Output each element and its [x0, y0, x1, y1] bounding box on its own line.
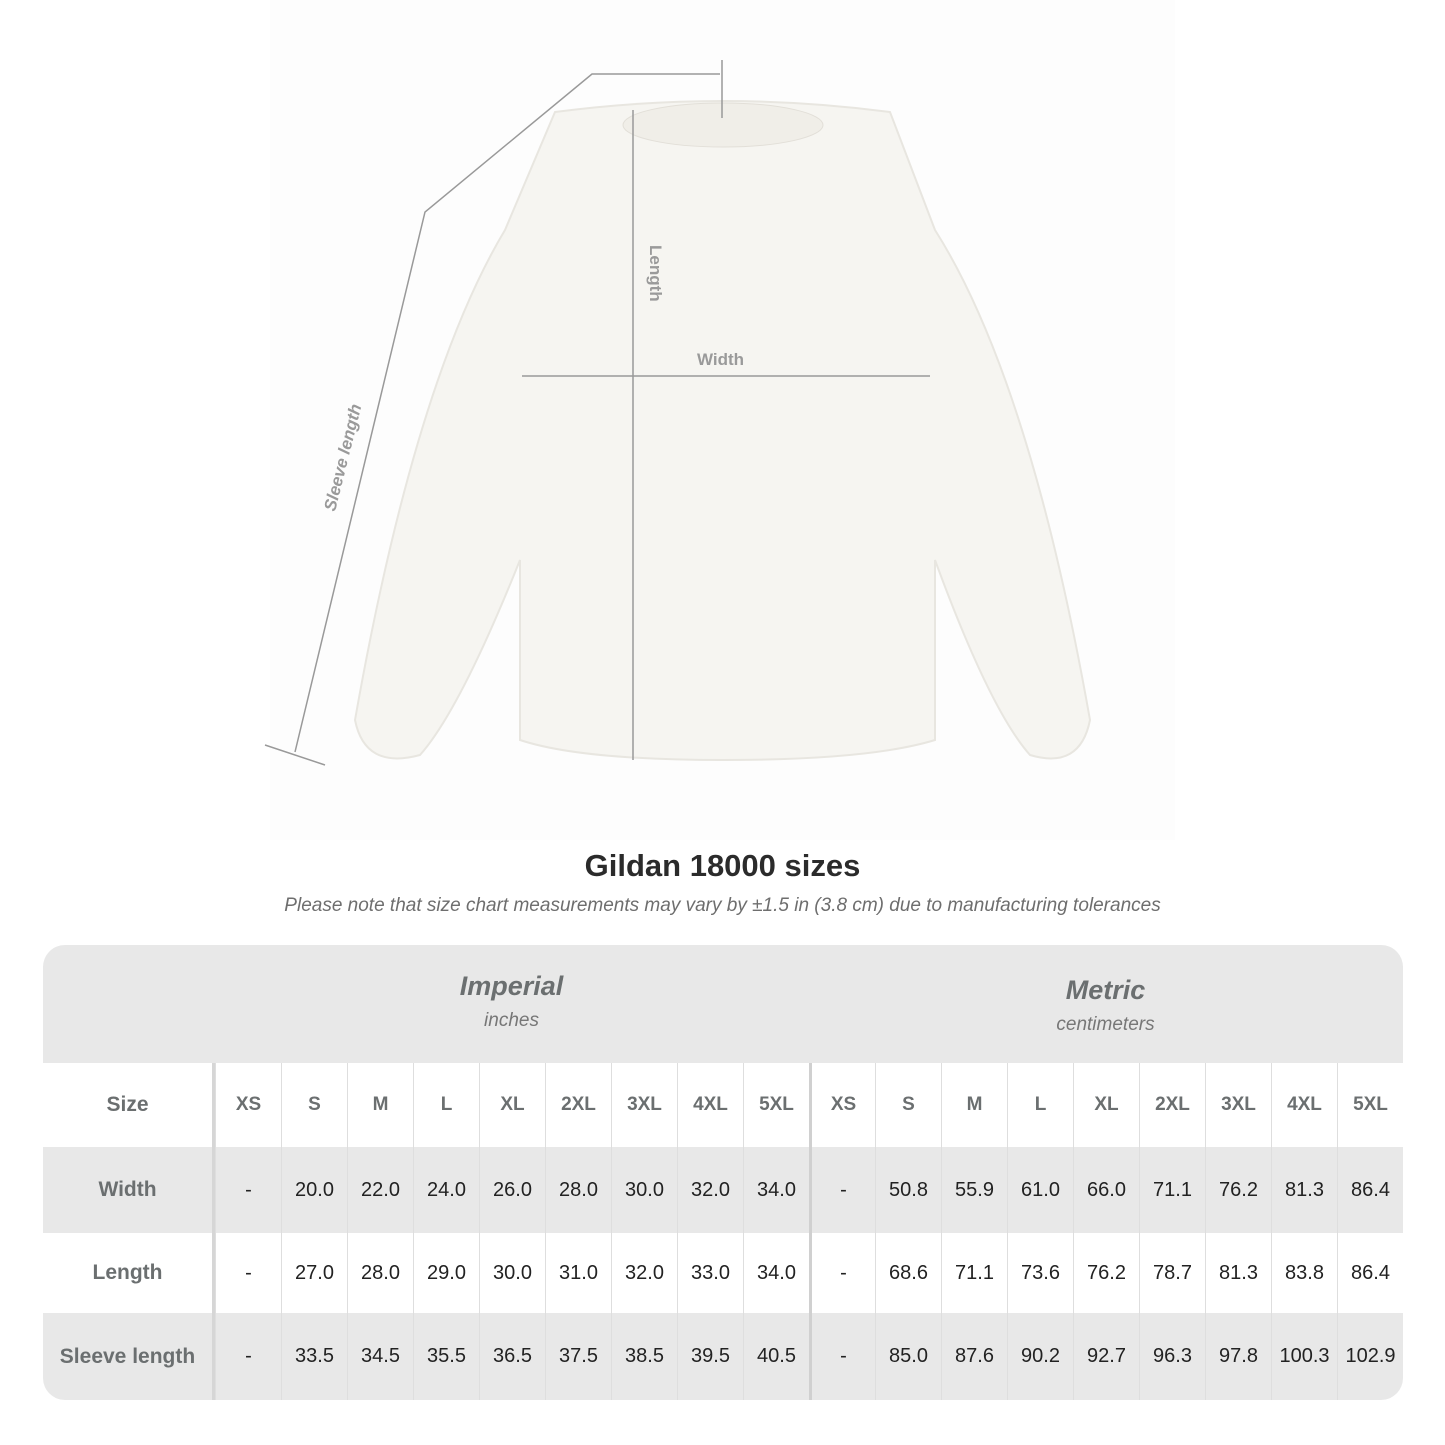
value-cell: 68.6 [875, 1233, 941, 1313]
row-label: Sleeve length [43, 1313, 215, 1400]
value-cell: - [809, 1313, 875, 1400]
value-cell: 61.0 [1007, 1147, 1073, 1233]
value-cell: 90.2 [1007, 1313, 1073, 1400]
value-cell: 87.6 [941, 1313, 1007, 1400]
table-row-width: Width -20.0 22.0 24.0 26.0 28.0 30.0 32.0 34.0-5… [43, 1147, 1403, 1233]
sweatshirt-illustration: Length Width Sleeve length [264, 60, 1092, 766]
value-cell: 31.0 [545, 1233, 611, 1313]
value-cell: 40.5 [743, 1313, 809, 1400]
size-header-cell: 2XL [1139, 1063, 1205, 1147]
value-cell: 81.3 [1271, 1147, 1337, 1233]
value-cell: 81.3 [1205, 1233, 1271, 1313]
value-cell: 22.0 [347, 1147, 413, 1233]
value-cell: 92.7 [1073, 1313, 1139, 1400]
sweatshirt-body [353, 100, 1092, 762]
value-cell: 97.8 [1205, 1313, 1271, 1400]
value-cell: 34.5 [347, 1313, 413, 1400]
value-cell: 34.0 [743, 1233, 809, 1313]
size-header-row: Size XS S M L XL 2XL 3XL 4XL 5XL XS S M L XL 2XL 3XL 4XL 5… [43, 1063, 1403, 1147]
row-label: Length [43, 1233, 215, 1313]
size-header-cell: 4XL [677, 1063, 743, 1147]
row-label: Size [43, 1063, 215, 1147]
value-cell: - [809, 1233, 875, 1313]
value-cell: 36.5 [479, 1313, 545, 1400]
value-cell: 38.5 [611, 1313, 677, 1400]
value-cell: 55.9 [941, 1147, 1007, 1233]
value-cell: 30.0 [479, 1233, 545, 1313]
size-header-cell: 2XL [545, 1063, 611, 1147]
value-cell: - [215, 1233, 281, 1313]
value-cell: 28.0 [545, 1147, 611, 1233]
value-cell: 85.0 [875, 1313, 941, 1400]
size-header-cell: 4XL [1271, 1063, 1337, 1147]
value-cell: 100.3 [1271, 1313, 1337, 1400]
table-row-length: Length -27.0 28.0 29.0 30.0 31.0 32.0 33.0 34.0-… [43, 1233, 1403, 1313]
value-cell: - [215, 1313, 281, 1400]
size-header-cell: L [1007, 1063, 1073, 1147]
page-title: Gildan 18000 sizes [584, 848, 861, 883]
width-label: Width [697, 350, 744, 369]
size-header-cell: S [281, 1063, 347, 1147]
metric-header: Metric centimeters [1056, 975, 1155, 1035]
size-header-cell: XS [809, 1063, 875, 1147]
size-header-cell: 3XL [1205, 1063, 1271, 1147]
sleeve-line [294, 73, 720, 753]
value-cell: 86.4 [1337, 1233, 1403, 1313]
value-cell: 32.0 [677, 1147, 743, 1233]
value-cell: 33.5 [281, 1313, 347, 1400]
value-cell: - [809, 1147, 875, 1233]
value-cell: 83.8 [1271, 1233, 1337, 1313]
value-cell: 39.5 [677, 1313, 743, 1400]
size-table: Imperial inches Metric centimeters Size X… [43, 945, 1403, 1400]
length-label: Length [646, 245, 665, 302]
size-header-cell: 5XL [743, 1063, 809, 1147]
tolerance-note: Please note that size chart measurements… [284, 895, 1161, 916]
value-cell: 78.7 [1139, 1233, 1205, 1313]
value-cell: 73.6 [1007, 1233, 1073, 1313]
size-header-cell: 5XL [1337, 1063, 1403, 1147]
value-cell: 71.1 [1139, 1147, 1205, 1233]
size-header-cell: XL [1073, 1063, 1139, 1147]
size-header-cell: M [347, 1063, 413, 1147]
value-cell: 32.0 [611, 1233, 677, 1313]
value-cell: 35.5 [413, 1313, 479, 1400]
value-cell: 96.3 [1139, 1313, 1205, 1400]
size-header-cell: M [941, 1063, 1007, 1147]
size-header-cell: L [413, 1063, 479, 1147]
value-cell: 76.2 [1073, 1233, 1139, 1313]
size-header-cell: XL [479, 1063, 545, 1147]
value-cell: 86.4 [1337, 1147, 1403, 1233]
imperial-header: Imperial inches [459, 971, 564, 1031]
value-cell: 34.0 [743, 1147, 809, 1233]
value-cell: 30.0 [611, 1147, 677, 1233]
value-cell: 71.1 [941, 1233, 1007, 1313]
value-cell: 66.0 [1073, 1147, 1139, 1233]
table-row-sleeve-length: Sleeve length -33.5 34.5 35.5 36.5 37.5 38.5 39… [43, 1313, 1403, 1400]
value-cell: 28.0 [347, 1233, 413, 1313]
value-cell: 20.0 [281, 1147, 347, 1233]
value-cell: 27.0 [281, 1233, 347, 1313]
value-cell: 76.2 [1205, 1147, 1271, 1233]
value-cell: - [215, 1147, 281, 1233]
value-cell: 50.8 [875, 1147, 941, 1233]
size-header-cell: S [875, 1063, 941, 1147]
value-cell: 29.0 [413, 1233, 479, 1313]
value-cell: 24.0 [413, 1147, 479, 1233]
value-cell: 102.9 [1337, 1313, 1403, 1400]
value-cell: 33.0 [677, 1233, 743, 1313]
size-header-cell: XS [215, 1063, 281, 1147]
value-cell: 26.0 [479, 1147, 545, 1233]
value-cell: 37.5 [545, 1313, 611, 1400]
row-label: Width [43, 1147, 215, 1233]
size-header-cell: 3XL [611, 1063, 677, 1147]
